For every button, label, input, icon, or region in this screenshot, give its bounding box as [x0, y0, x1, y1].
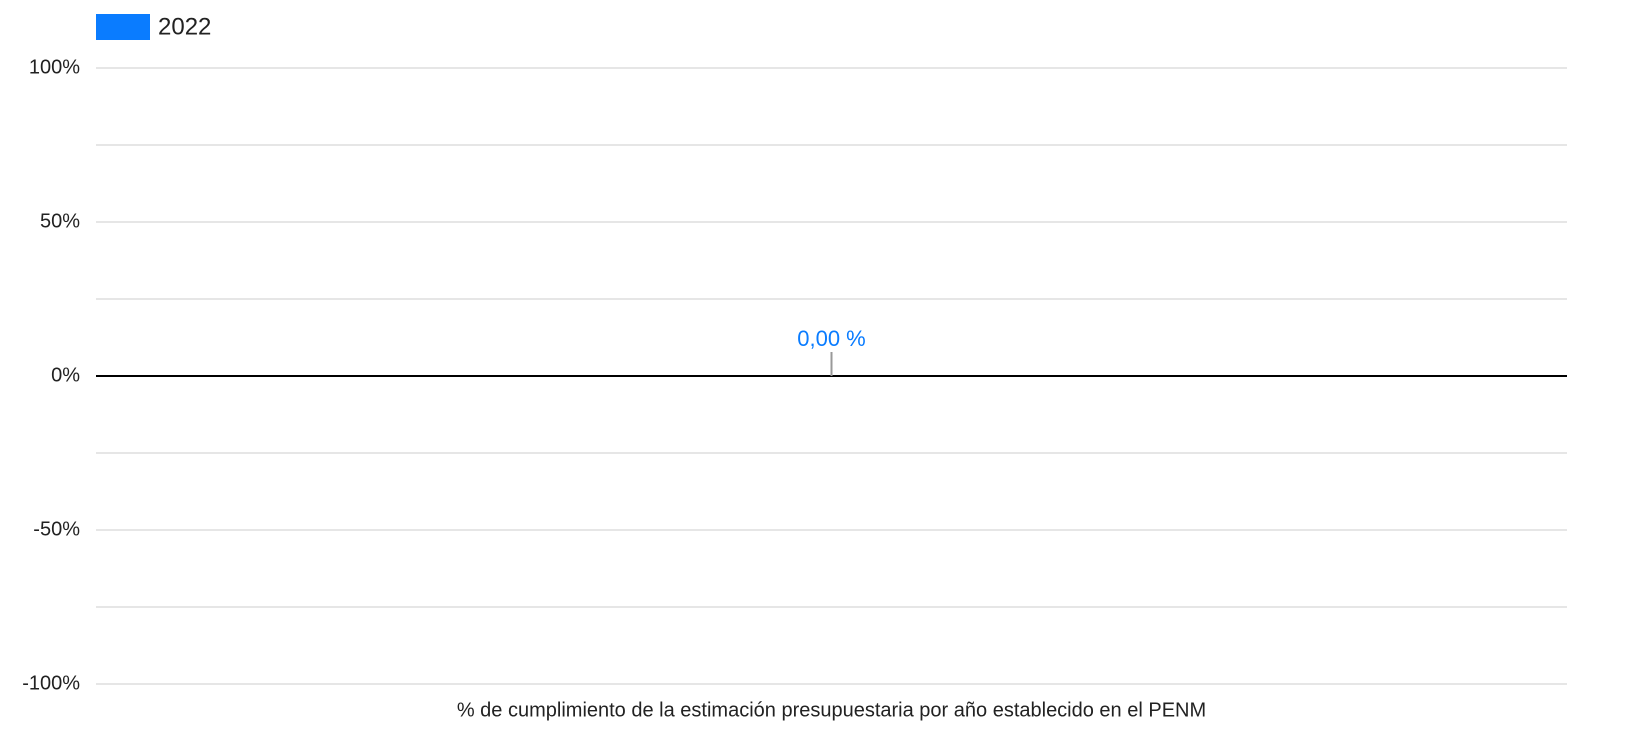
y-tick-label: -100% [22, 672, 80, 694]
value-label: 0,00 % [797, 326, 866, 351]
legend-label: 2022 [158, 13, 211, 40]
y-tick-label: -50% [33, 518, 80, 540]
x-tick-label: % de cumplimiento de la estimación presu… [457, 699, 1206, 721]
y-tick-label: 100% [29, 56, 80, 78]
y-tick-label: 50% [40, 210, 80, 232]
y-tick-label: 0% [51, 364, 80, 386]
legend-swatch [96, 14, 150, 40]
